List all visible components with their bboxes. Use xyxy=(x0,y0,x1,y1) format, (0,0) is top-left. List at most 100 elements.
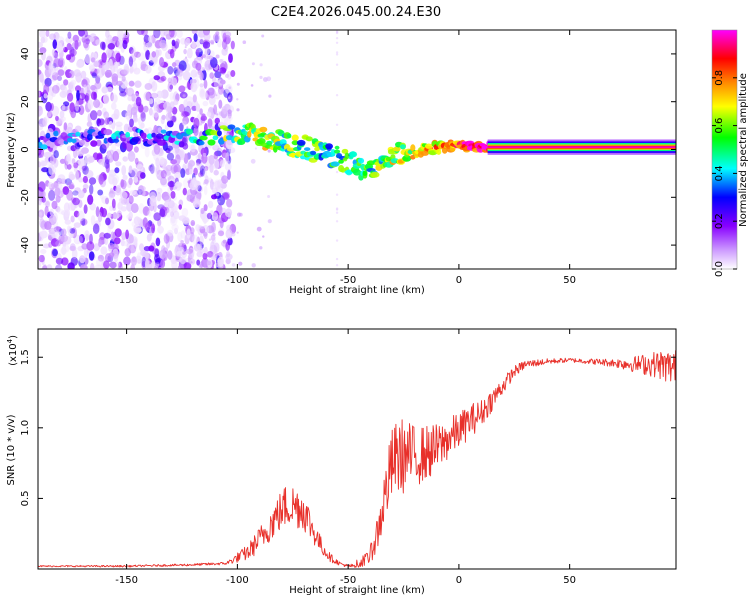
spectrogram-ridge-cell xyxy=(78,139,85,146)
spectrogram-noise-cell xyxy=(163,101,171,111)
spectrogram-noise-cell xyxy=(40,36,46,44)
spectrogram-ridge-cell xyxy=(86,133,93,141)
spectrogram-noise-cell xyxy=(121,199,129,206)
spectrogram-noise-cell xyxy=(215,31,220,36)
spectrogram-noise-cell xyxy=(65,36,73,44)
spectrogram-noise-cell xyxy=(55,240,61,247)
spectrogram-noise-cell xyxy=(198,264,203,268)
spectrogram-noise-cell xyxy=(128,195,134,205)
spectrogram-noise-cell xyxy=(86,83,91,93)
spectrogram-ridge-cell xyxy=(325,143,333,150)
spectrogram-noise-cell xyxy=(89,65,95,72)
y-tick-label: 1.0 xyxy=(20,420,31,436)
spectrogram-noise-cell xyxy=(64,209,71,218)
spectrogram-noise-cell xyxy=(83,84,88,94)
spectrogram-noise-cell xyxy=(93,61,100,68)
spectrogram-noise-cell xyxy=(42,117,48,127)
spectrogram-ridge-cell xyxy=(304,147,311,152)
spectrogram-noise-cell xyxy=(133,67,141,75)
spectrogram-noise-cell xyxy=(60,234,68,243)
spectrogram-noise-cell xyxy=(66,181,74,188)
spectrogram-noise-cell xyxy=(199,83,204,88)
spectrogram-noise-cell xyxy=(231,232,236,237)
spectrogram-noise-cell xyxy=(94,81,102,90)
spectrogram-noise-cell xyxy=(261,34,265,38)
spectrogram-ridge-cell xyxy=(334,145,340,150)
spectrogram-noise-cell xyxy=(145,65,152,74)
spectrogram-ridge-cell xyxy=(218,138,225,145)
spectrogram-noise-cell xyxy=(160,30,166,38)
spectrogram-ridge-cell xyxy=(151,132,156,138)
spectrogram-noise-cell xyxy=(40,249,47,254)
spectrogram-noise-cell xyxy=(133,51,141,58)
spectrogram-noise-cell xyxy=(111,93,118,104)
spectrogram-noise-cell xyxy=(87,194,94,205)
spectrogram-noise-cell xyxy=(335,31,339,35)
spectrogram-noise-cell xyxy=(171,39,176,47)
spectrogram-noise-cell xyxy=(128,177,133,186)
spectrogram-noise-cell xyxy=(226,115,233,121)
spectrogram-noise-cell xyxy=(176,30,183,38)
spectrogram-noise-cell xyxy=(115,161,122,167)
spectrogram-noise-cell xyxy=(171,224,179,232)
spectrogram-noise-cell xyxy=(95,258,103,267)
spectrogram-noise-cell xyxy=(159,156,165,165)
spectrogram-noise-cell xyxy=(63,46,68,53)
spectrogram-noise-cell xyxy=(166,229,174,237)
spectrogram-noise-cell xyxy=(222,239,227,244)
colorbar-tick-label: 0.0 xyxy=(714,261,725,277)
spectrogram-noise-cell xyxy=(111,102,117,110)
spectrogram-noise-cell xyxy=(195,103,201,112)
spectrogram-noise-cell xyxy=(44,205,49,216)
spectrogram-noise-cell xyxy=(211,194,218,200)
spectrogram-noise-cell xyxy=(107,43,116,50)
spectrogram-noise-cell xyxy=(130,203,139,214)
spectrogram-noise-cell xyxy=(227,94,234,102)
spectrogram-noise-cell xyxy=(259,246,263,250)
spectrogram-noise-cell xyxy=(335,239,339,242)
spectrogram-noise-cell xyxy=(86,90,92,97)
spectrogram-noise-cell xyxy=(72,190,79,196)
spectrogram-noise-cell xyxy=(84,230,90,241)
spectrogram-noise-cell xyxy=(38,209,45,218)
spectrogram-noise-cell xyxy=(174,227,178,235)
spectrogram-noise-cell xyxy=(46,264,53,269)
spectrogram-noise-cell xyxy=(94,264,103,269)
spectrogram-noise-cell xyxy=(63,101,70,107)
spectrogram-ridge-cell xyxy=(338,159,344,164)
spectrogram-noise-cell xyxy=(85,170,94,179)
spectrogram-noise-cell xyxy=(155,157,160,167)
spectrogram-noise-cell xyxy=(90,215,96,226)
spectrogram-noise-cell xyxy=(48,189,56,201)
spectrogram-noise-cell xyxy=(63,122,68,131)
spectrogram-noise-cell xyxy=(267,195,271,198)
x-tick-label: -50 xyxy=(340,575,356,586)
spectrogram-noise-cell xyxy=(65,154,71,166)
spectrogram-ridge-cell xyxy=(199,135,208,141)
spectrogram-noise-cell xyxy=(45,101,52,112)
spectrogram-noise-cell xyxy=(190,69,198,78)
spectrogram-noise-cell xyxy=(167,81,173,93)
spectrogram-noise-cell xyxy=(180,37,186,45)
spectrogram-noise-cell xyxy=(219,160,225,168)
spectrogram-noise-cell xyxy=(79,234,85,244)
spectrogram-ridge-cell xyxy=(357,157,365,164)
spectrogram-noise-cell xyxy=(137,52,146,61)
spectrogram-noise-cell xyxy=(166,145,173,151)
spectrogram-noise-cell xyxy=(177,231,183,242)
spectrogram-noise-cell xyxy=(212,250,218,260)
colorbar: 0.0 0.2 0.4 0.6 0.8 Normalized spectral ampl… xyxy=(711,29,749,277)
spectrogram-noise-cell xyxy=(134,80,142,88)
spectrogram-noise-cell xyxy=(69,228,76,234)
spectrogram-noise-cell xyxy=(180,110,189,118)
spectrogram-ridge-cell xyxy=(425,143,433,149)
spectrogram-noise-cell xyxy=(70,47,75,58)
spectrogram-noise-cell xyxy=(103,260,110,269)
colorbar-tick-label: 0.8 xyxy=(714,70,725,86)
spectrogram-ridge-cell xyxy=(310,150,317,156)
spectrogram-noise-cell xyxy=(228,53,233,63)
spectrogram-noise-cell xyxy=(141,256,146,268)
spectrogram-noise-cell xyxy=(61,104,66,111)
spectrogram-noise-cell xyxy=(42,243,51,249)
spectrogram-noise-cell xyxy=(220,171,225,179)
